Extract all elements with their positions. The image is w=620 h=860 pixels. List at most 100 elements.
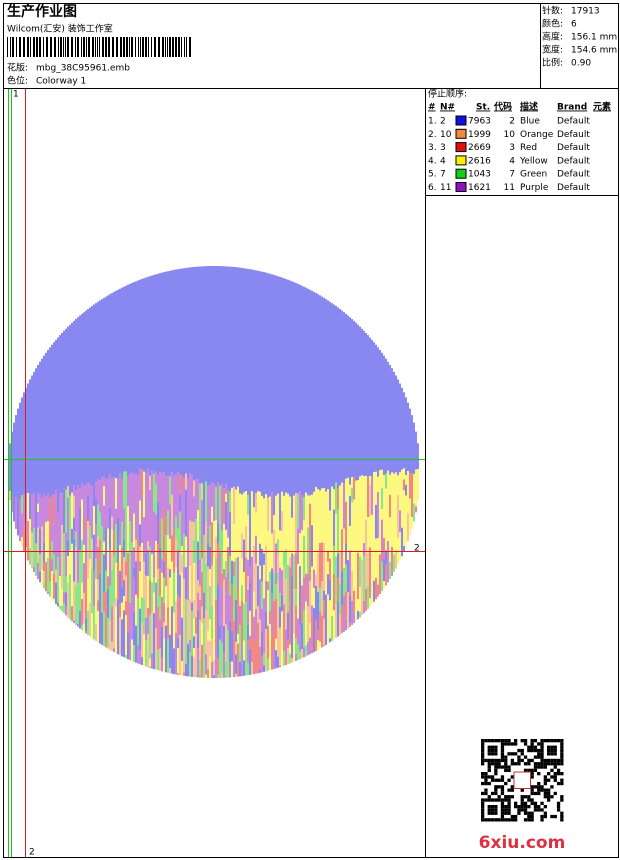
qr-module <box>484 781 488 786</box>
qr-module <box>497 818 501 822</box>
qr-module <box>490 739 495 743</box>
barcode-bar <box>99 37 100 57</box>
barcode-bar <box>120 37 122 57</box>
qr-module <box>537 805 541 809</box>
qr-module <box>560 814 564 819</box>
barcode-bar <box>81 37 82 57</box>
qr-module <box>507 768 511 772</box>
qr-module <box>550 762 554 766</box>
qr-module <box>510 785 514 789</box>
row-brand: Default <box>557 183 590 193</box>
qr-module <box>560 755 564 759</box>
qr-module <box>540 801 544 805</box>
qr-module <box>490 818 495 822</box>
qr-module <box>481 781 485 786</box>
qr-module <box>481 762 485 766</box>
barcode-bar <box>86 37 87 57</box>
qr-module <box>533 785 538 789</box>
qr-module <box>500 755 505 759</box>
qr-module <box>494 748 498 753</box>
qr-module <box>494 818 498 822</box>
qr-module <box>514 801 518 805</box>
qr-module <box>504 762 508 766</box>
qr-module <box>500 814 505 819</box>
qr-module <box>500 758 505 763</box>
qr-module <box>487 762 491 766</box>
barcode-bar <box>165 37 166 57</box>
qr-module <box>500 798 505 802</box>
qr-module <box>537 781 541 786</box>
qr-module <box>550 752 554 756</box>
qr-module <box>543 791 547 796</box>
qr-module <box>520 798 524 802</box>
row-code: 10 <box>504 130 516 140</box>
subtitle: Wilcom(汇安) 装饰工作室 <box>7 23 113 35</box>
qr-module <box>527 748 531 753</box>
qr-module <box>547 772 551 776</box>
qr-module <box>481 745 485 749</box>
qr-module <box>543 781 547 786</box>
barcode-bar <box>83 37 85 57</box>
qr-module <box>494 805 498 809</box>
barcode-bar <box>10 37 11 57</box>
page-border <box>3 3 619 858</box>
color-swatch <box>455 128 467 139</box>
qr-module <box>481 818 485 822</box>
qr-module <box>484 798 488 802</box>
color-swatch <box>455 115 467 126</box>
barcode-bar <box>167 37 168 57</box>
row-index: 3. <box>428 143 437 153</box>
qr-module <box>523 795 528 799</box>
qr-module <box>550 768 554 772</box>
qr-module <box>504 795 508 799</box>
qr-module <box>553 791 557 796</box>
barcode-bar <box>12 37 14 57</box>
qr-module <box>550 785 554 789</box>
qr-module <box>510 818 514 822</box>
qr-module <box>560 739 564 743</box>
row-stitches: 1621 <box>468 183 491 193</box>
barcode-bar <box>138 37 139 57</box>
qr-module <box>540 765 544 769</box>
qr-module <box>500 808 505 812</box>
qr-module <box>530 758 534 763</box>
barcode-bar <box>116 37 118 57</box>
qr-module <box>540 762 544 766</box>
qr-module <box>533 808 538 812</box>
barcode-bar <box>50 37 52 57</box>
qr-module <box>530 814 534 819</box>
qr-module <box>487 765 491 769</box>
qr-module <box>504 739 508 743</box>
qr-module <box>497 765 501 769</box>
qr-module <box>530 801 534 805</box>
qr-module <box>523 742 528 746</box>
qr-module <box>547 752 551 756</box>
qr-module <box>550 758 554 763</box>
qr-module <box>527 795 531 799</box>
barcode-bar <box>181 37 182 57</box>
qr-module <box>560 811 564 815</box>
qr-module <box>547 795 551 799</box>
qr-module <box>543 814 547 819</box>
guide-marker: 2 <box>29 848 35 858</box>
qr-module <box>517 762 521 766</box>
qr-module <box>560 748 564 753</box>
qr-module <box>540 808 544 812</box>
qr-module <box>497 785 501 789</box>
qr-module <box>497 762 501 766</box>
qr-module <box>500 775 505 779</box>
qr-module <box>560 762 564 766</box>
qr-module <box>530 818 534 822</box>
qr-module <box>481 798 485 802</box>
qr-module <box>507 778 511 782</box>
barcode-bar <box>169 37 171 57</box>
info-value: 6 <box>571 20 577 30</box>
qr-module <box>481 805 485 809</box>
qr-module <box>530 775 534 779</box>
qr-code <box>481 739 564 822</box>
qr-module <box>547 748 551 753</box>
qr-module <box>547 798 551 802</box>
qr-module <box>520 805 524 809</box>
barcode-bar <box>126 37 128 57</box>
color-swatch <box>455 142 467 153</box>
